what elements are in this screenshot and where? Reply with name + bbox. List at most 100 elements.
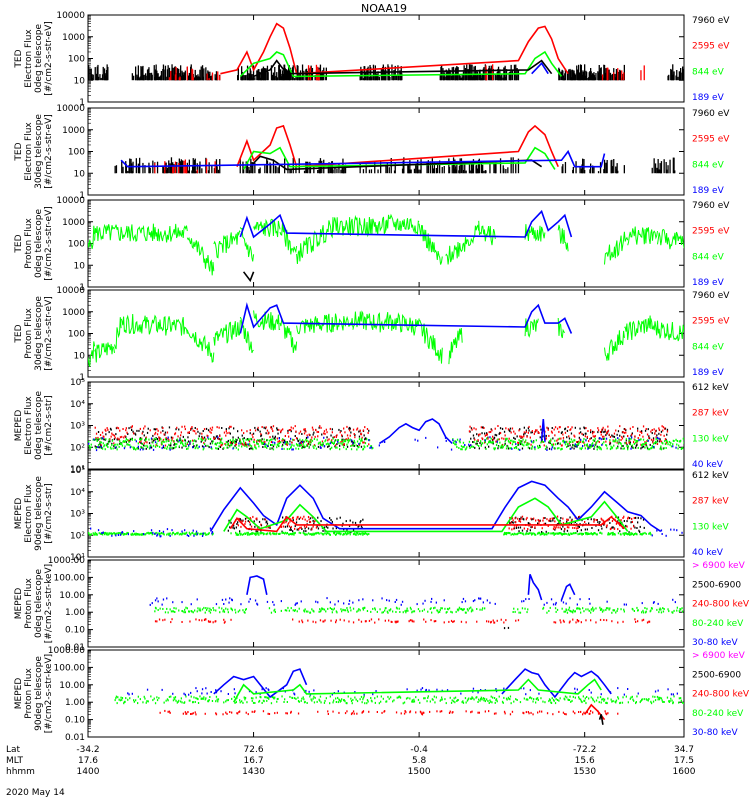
data-point	[620, 442, 622, 445]
data-point	[171, 64, 173, 81]
data-point	[223, 603, 225, 605]
data-point	[141, 438, 143, 441]
data-point	[441, 65, 443, 81]
data-point	[336, 434, 338, 437]
data-point	[269, 527, 271, 529]
data-point	[347, 695, 349, 698]
data-point	[329, 695, 331, 698]
data-point	[328, 443, 330, 446]
data-point	[243, 442, 245, 445]
data-point	[171, 529, 173, 532]
data-point	[218, 426, 220, 429]
data-point	[188, 72, 190, 81]
plot-area	[114, 668, 684, 725]
data-point	[529, 532, 531, 535]
data-point	[178, 428, 180, 431]
data-point	[435, 696, 437, 699]
data-point	[290, 426, 292, 429]
data-point	[638, 529, 640, 532]
y-tick-label: 100	[68, 148, 85, 158]
data-point	[568, 440, 571, 443]
data-point	[345, 520, 347, 523]
data-point	[187, 436, 189, 439]
data-point	[531, 533, 533, 536]
data-point	[88, 442, 90, 445]
data-point	[157, 609, 159, 611]
data-point	[164, 611, 167, 614]
data-point	[603, 437, 606, 440]
series-line	[478, 220, 496, 246]
data-point	[236, 523, 238, 525]
data-point	[413, 700, 416, 703]
data-point	[459, 75, 461, 81]
data-point	[209, 71, 211, 81]
data-point	[99, 441, 101, 444]
data-point	[101, 74, 104, 81]
data-point	[276, 77, 278, 81]
data-point	[312, 620, 314, 623]
data-point	[599, 70, 601, 81]
data-point	[499, 427, 502, 430]
data-point	[313, 166, 315, 174]
data-point	[523, 433, 525, 436]
data-point	[362, 518, 364, 521]
data-point	[573, 439, 575, 442]
y-tick-label: 100	[68, 240, 85, 250]
data-point	[574, 443, 576, 446]
data-point	[632, 608, 634, 611]
data-point	[543, 533, 545, 536]
panel-meped-p-0deg: 0.010.101.0010.00100.001000.00MEPEDProto…	[14, 556, 750, 653]
data-point	[260, 531, 263, 534]
data-point	[423, 618, 425, 621]
data-point	[539, 445, 541, 448]
data-point	[520, 517, 522, 520]
data-point	[527, 528, 529, 530]
data-point	[191, 427, 193, 430]
data-point	[357, 446, 359, 449]
data-point	[449, 696, 451, 699]
data-point	[596, 448, 598, 451]
plot-frame	[87, 649, 685, 738]
data-point	[622, 445, 624, 447]
data-point	[244, 444, 246, 447]
data-point	[309, 611, 312, 614]
data-point	[626, 525, 628, 528]
data-point	[505, 427, 507, 430]
data-point	[542, 441, 545, 443]
data-point	[474, 599, 476, 602]
data-point	[264, 427, 267, 430]
data-point	[276, 437, 278, 440]
data-point	[370, 445, 373, 448]
data-point	[254, 702, 256, 704]
data-point	[601, 430, 603, 433]
data-point	[292, 618, 294, 621]
data-point	[274, 437, 276, 440]
y-tick-label: 10000	[56, 286, 85, 296]
data-point	[272, 696, 274, 698]
data-point	[315, 532, 318, 535]
data-point	[528, 425, 530, 428]
data-point	[558, 437, 561, 440]
data-point	[603, 435, 605, 438]
data-point	[268, 439, 271, 442]
data-point	[181, 425, 183, 428]
data-point	[254, 162, 256, 174]
data-point	[596, 519, 598, 521]
data-point	[437, 611, 439, 614]
data-point	[643, 443, 645, 446]
series-line	[560, 583, 576, 601]
data-point	[629, 533, 631, 536]
data-point	[261, 702, 263, 704]
data-point	[478, 70, 480, 81]
data-point	[513, 447, 516, 449]
data-point	[231, 444, 233, 447]
data-point	[305, 438, 307, 441]
data-point	[117, 534, 120, 536]
data-point	[196, 444, 198, 447]
data-point	[562, 70, 564, 81]
data-point	[327, 532, 329, 535]
data-point	[572, 611, 574, 614]
data-point	[539, 520, 541, 523]
series-line	[239, 227, 255, 262]
data-point	[207, 437, 210, 440]
